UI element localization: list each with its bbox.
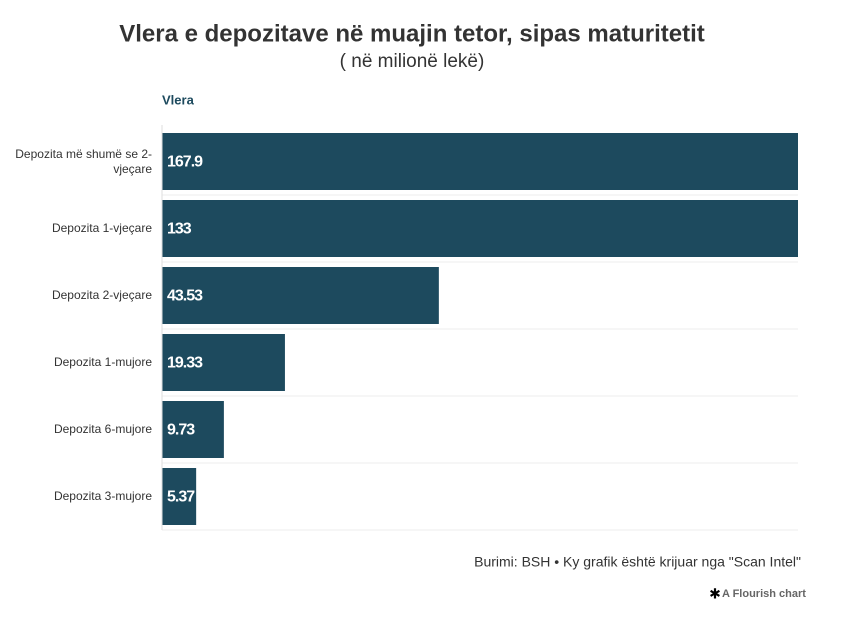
axis-label: Vlera (162, 92, 195, 107)
category-label: Depozita më shumë se 2-vjeçare (15, 146, 152, 176)
category-label: Depozita 6-mujore (53, 422, 152, 436)
value-label: 9.73 (167, 422, 195, 439)
value-label: 19.33 (167, 355, 203, 372)
bar (162, 468, 197, 525)
value-label: 5.37 (167, 489, 195, 506)
bar (162, 200, 798, 257)
bar (162, 401, 224, 458)
bar (162, 334, 285, 391)
value-label: 43.53 (167, 288, 203, 305)
credit-icon: ✱ (709, 586, 721, 602)
plot (162, 133, 798, 525)
bar (162, 133, 798, 190)
credit: A Flourish chart (722, 588, 806, 600)
category-label: Depozita 1-vjeçare (51, 221, 152, 235)
chart-subtitle: ( në milionë lekë) (340, 51, 485, 72)
category-label: Depozita 3-mujore (53, 489, 152, 503)
category-label: Depozita 1-mujore (53, 355, 152, 369)
category-label: Depozita 2-vjeçare (51, 288, 152, 302)
chart-title: Vlera e depozitave në muajin tetor, sipa… (119, 20, 705, 47)
value-label: 167.9 (167, 154, 203, 171)
bar (162, 267, 439, 324)
value-label: 133 (167, 221, 192, 238)
source: Burimi: BSH • Ky grafik është krijuar ng… (474, 554, 801, 570)
